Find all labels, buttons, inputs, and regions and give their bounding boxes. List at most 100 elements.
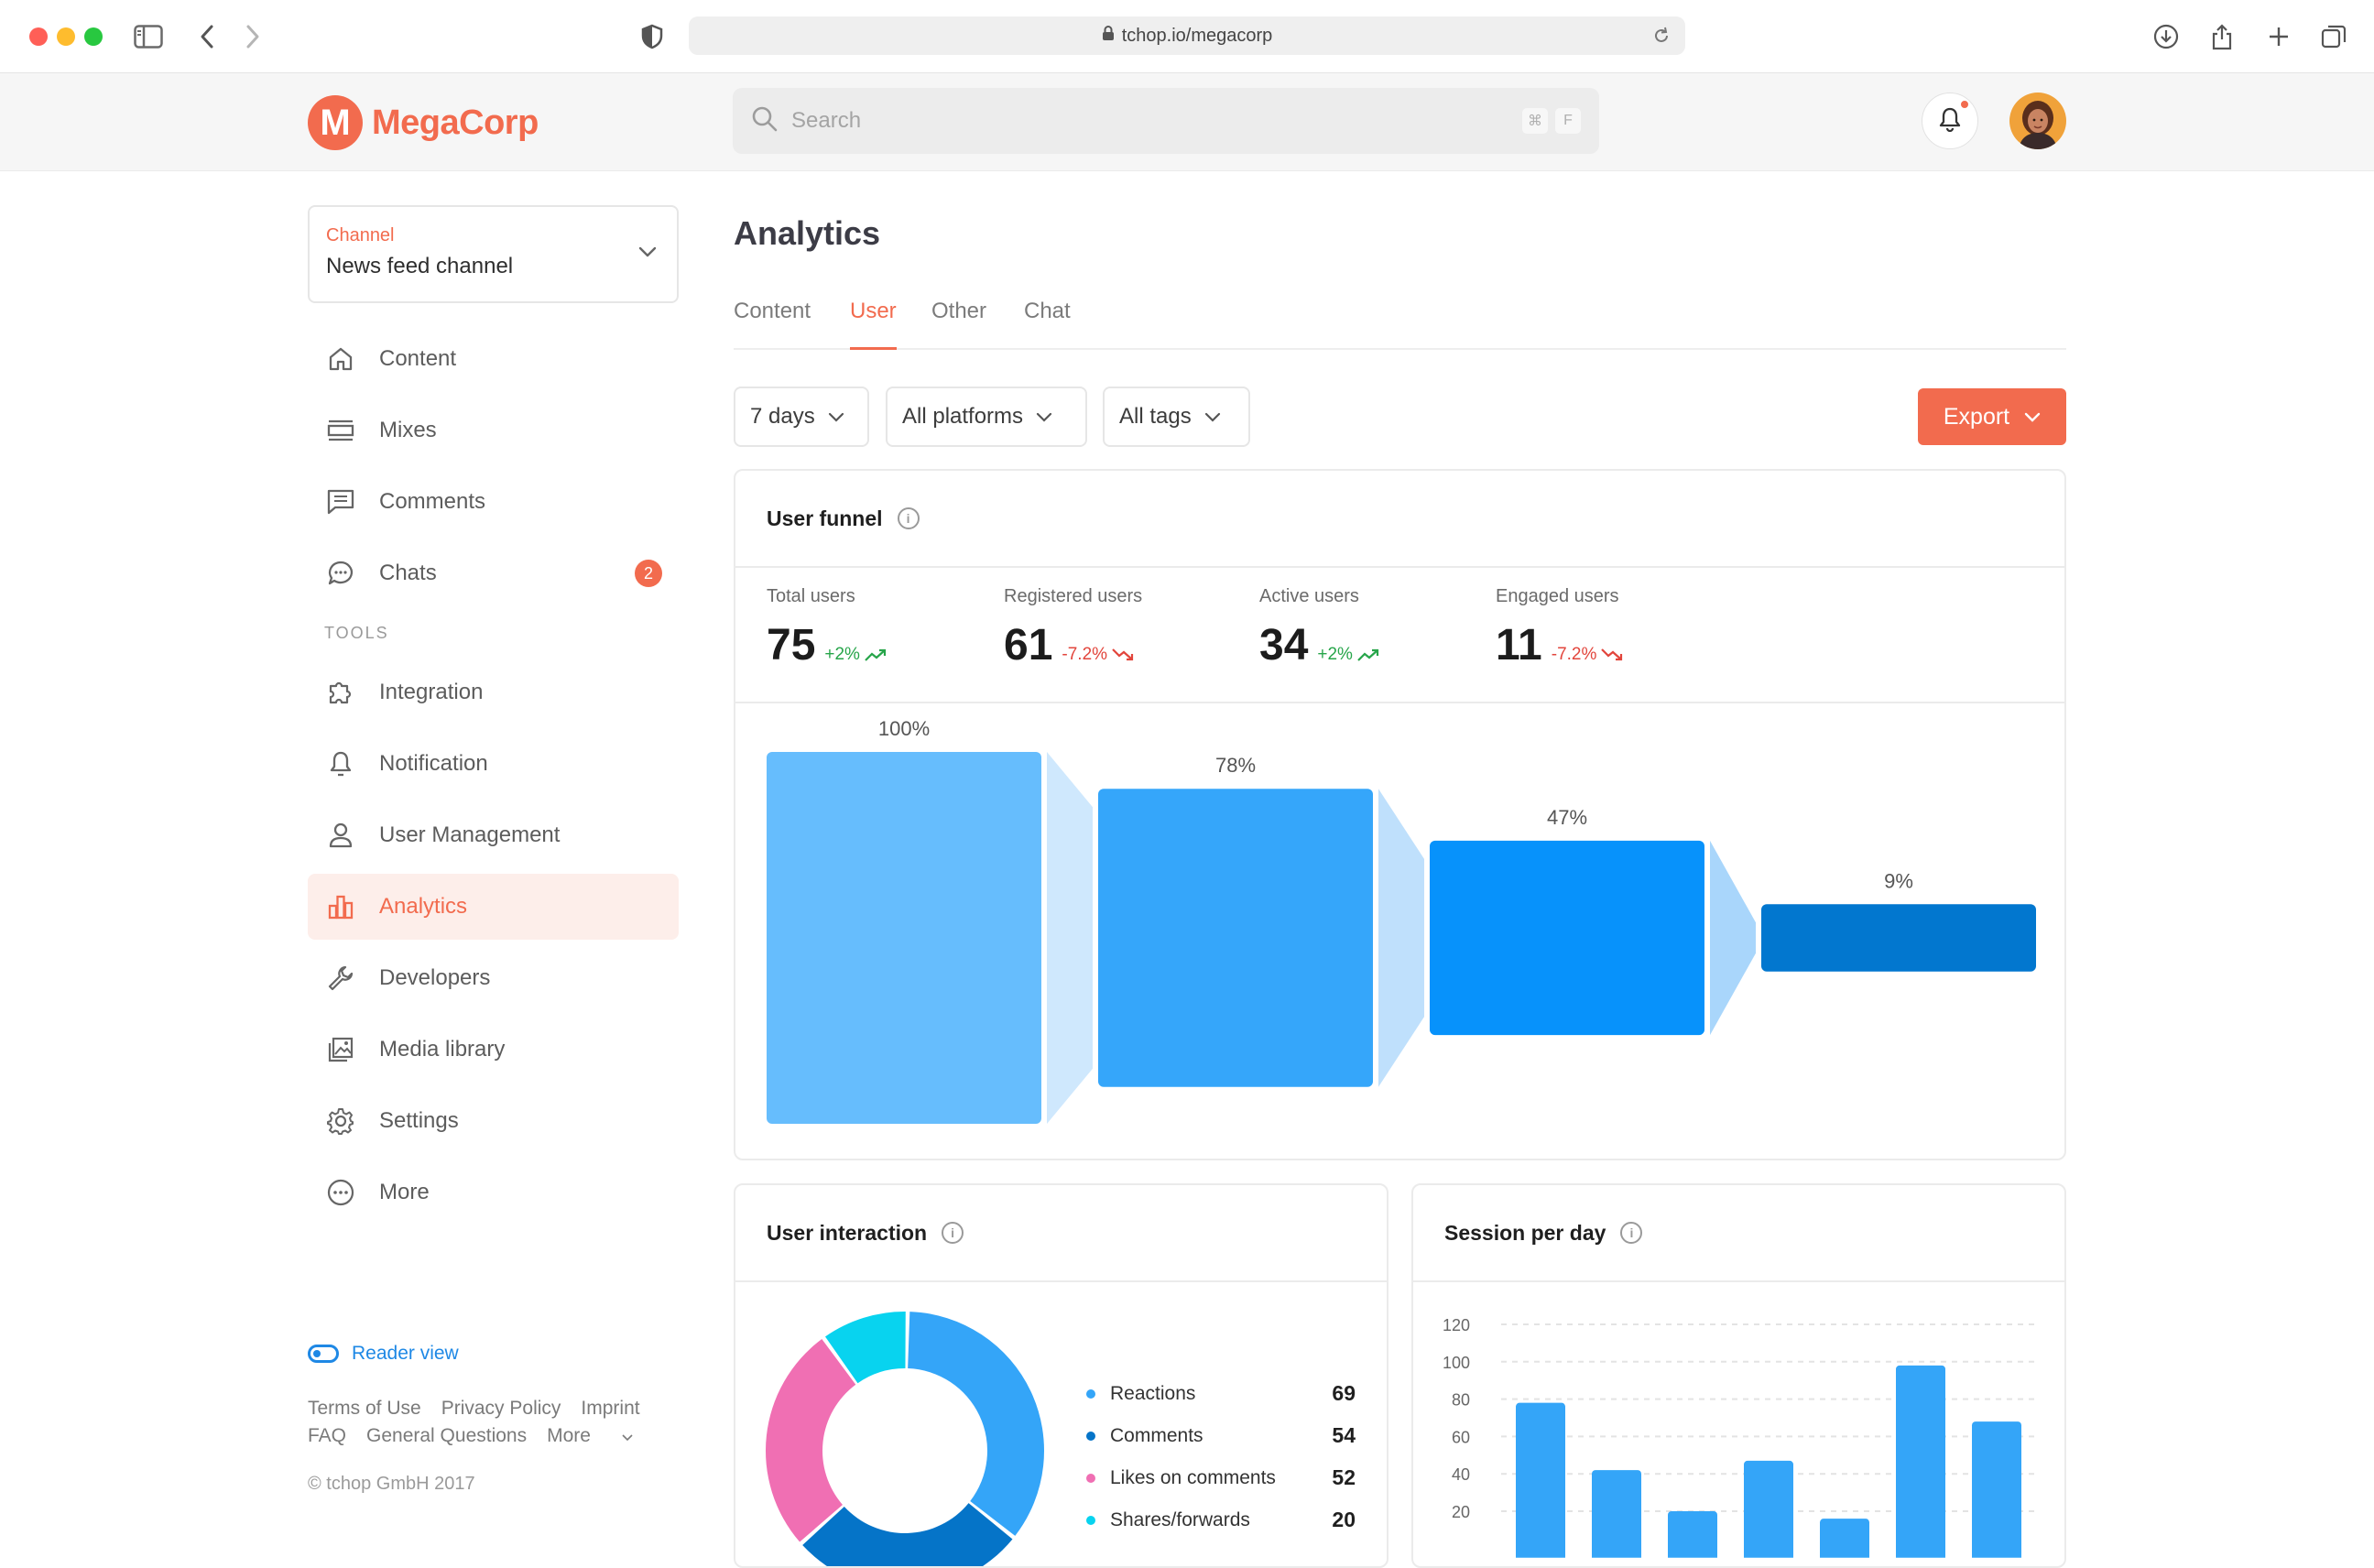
legend-dot (1086, 1515, 1095, 1525)
search-placeholder: Search (791, 108, 862, 133)
legend-item: Shares/forwards 20 (1086, 1508, 1356, 1532)
stack-icon (324, 414, 357, 447)
sidebar-item-label: Analytics (379, 894, 468, 919)
reader-view-label: Reader view (352, 1343, 459, 1364)
sidebar-item-analytics[interactable]: Analytics (308, 874, 679, 940)
sidebar-item-chats[interactable]: Chats 2 (308, 540, 679, 606)
imprint-link[interactable]: Imprint (581, 1398, 640, 1419)
platform-value: All platforms (902, 404, 1024, 429)
toggle-icon (308, 1345, 339, 1363)
sidebar-item-label: Integration (379, 680, 484, 704)
chevron-down-icon (1204, 412, 1220, 422)
card-title: User funnel (767, 506, 883, 530)
share-icon[interactable] (2204, 18, 2240, 55)
reload-icon[interactable] (1652, 26, 1671, 51)
faq-link[interactable]: FAQ (308, 1425, 347, 1446)
date-range-select[interactable]: 7 days (734, 387, 869, 447)
sidebar-item-comments[interactable]: Comments (308, 469, 679, 535)
terms-link[interactable]: Terms of Use (308, 1398, 421, 1419)
back-icon[interactable] (189, 18, 225, 55)
stat-change: +2% (1317, 645, 1380, 665)
export-button[interactable]: Export (1918, 388, 2066, 445)
stat-value: 61 (1004, 621, 1053, 670)
url-text: tchop.io/megacorp (1121, 25, 1273, 46)
tab-overview-icon[interactable] (2315, 18, 2352, 55)
info-icon[interactable]: i (942, 1222, 964, 1244)
legend-label: Comments (1110, 1424, 1203, 1446)
legend-dot (1086, 1431, 1095, 1441)
reader-view-toggle[interactable]: Reader view (308, 1343, 459, 1365)
brand-logo-mark: M (308, 95, 363, 150)
funnel-bar (1098, 789, 1373, 1087)
sidebar-item-label: Developers (379, 965, 491, 990)
channel-selector[interactable]: Channel News feed channel (308, 205, 679, 303)
general-questions-link[interactable]: General Questions (366, 1425, 528, 1446)
sidebar-item-integration[interactable]: Integration (308, 659, 679, 725)
sidebar-item-media-library[interactable]: Media library (308, 1017, 679, 1083)
minimize-window-button[interactable] (57, 27, 75, 46)
more-links-dropdown[interactable]: More (547, 1425, 633, 1447)
tab-content[interactable]: Content (734, 299, 811, 323)
search-input[interactable]: Search ⌘ F (733, 88, 1599, 154)
footer-links-row-2: FAQ General Questions More (308, 1425, 653, 1447)
page-title: Analytics (734, 214, 881, 252)
y-tick-label: 120 (1443, 1316, 1470, 1334)
sidebar-item-developers[interactable]: Developers (308, 945, 679, 1011)
session-bar (1516, 1402, 1565, 1558)
chevron-down-icon (1036, 412, 1052, 422)
info-icon[interactable]: i (897, 507, 920, 529)
platform-select[interactable]: All platforms (886, 387, 1087, 447)
privacy-link[interactable]: Privacy Policy (441, 1398, 561, 1419)
shield-icon[interactable] (634, 18, 670, 55)
sidebar-item-label: Settings (379, 1108, 459, 1133)
donut-slice (766, 1339, 856, 1542)
avatar[interactable] (2009, 93, 2066, 149)
bell-icon (1939, 106, 1961, 136)
sidebar-item-content[interactable]: Content (308, 326, 679, 392)
forward-icon[interactable] (234, 18, 271, 55)
legend-value: 69 (1332, 1381, 1356, 1405)
address-bar[interactable]: tchop.io/megacorp (689, 16, 1685, 55)
comment-icon (324, 485, 357, 518)
sidebar-item-notification[interactable]: Notification (308, 731, 679, 797)
app-header: M MegaCorp Search ⌘ F (0, 73, 2374, 171)
legend-dot (1086, 1388, 1095, 1399)
brand-logo[interactable]: M MegaCorp (308, 95, 539, 150)
sidebar-item-more[interactable]: More (308, 1160, 679, 1225)
session-per-day-header: Session per day i (1413, 1185, 2064, 1282)
legend-label: Shares/forwards (1110, 1508, 1250, 1530)
tags-select[interactable]: All tags (1103, 387, 1250, 447)
donut-slice (908, 1312, 1044, 1536)
tab-other[interactable]: Other (931, 299, 987, 323)
maximize-window-button[interactable] (84, 27, 103, 46)
sidebar-item-label: Media library (379, 1037, 506, 1062)
stat-label: Active users (1259, 586, 1359, 606)
sidebar-item-user-management[interactable]: User Management (308, 802, 679, 868)
sidebar-item-settings[interactable]: Settings (308, 1088, 679, 1154)
unread-badge: 2 (635, 560, 662, 587)
brand-name: MegaCorp (372, 103, 539, 142)
sidebar-item-mixes[interactable]: Mixes (308, 397, 679, 463)
shortcut-key-cmd: ⌘ (1522, 108, 1548, 134)
card-title: Session per day (1444, 1220, 1606, 1245)
donut-slice (802, 1503, 1013, 1566)
funnel-bar (1430, 840, 1704, 1036)
funnel-value-label: 47% (1547, 806, 1587, 829)
notifications-button[interactable] (1922, 93, 1978, 149)
trend-up-icon (865, 648, 887, 661)
tab-chat[interactable]: Chat (1024, 299, 1071, 323)
sidebar-toggle-icon[interactable] (130, 18, 167, 55)
funnel-value-label: 100% (878, 717, 930, 740)
info-icon[interactable]: i (1620, 1222, 1643, 1244)
tab-user[interactable]: User (850, 299, 897, 350)
funnel-value-label: 78% (1215, 754, 1256, 777)
analytics-tabs: Content User Other Chat (734, 291, 2066, 350)
legend-item: Likes on comments 52 (1086, 1465, 1356, 1490)
new-tab-icon[interactable] (2260, 18, 2297, 55)
y-tick-label: 20 (1452, 1503, 1470, 1521)
tools-heading: TOOLS (324, 624, 389, 642)
downloads-icon[interactable] (2148, 18, 2184, 55)
session-per-day-card: Session per day i 20 40 60 80 100 120 (1411, 1183, 2066, 1568)
close-window-button[interactable] (29, 27, 48, 46)
puzzle-icon (324, 676, 357, 709)
